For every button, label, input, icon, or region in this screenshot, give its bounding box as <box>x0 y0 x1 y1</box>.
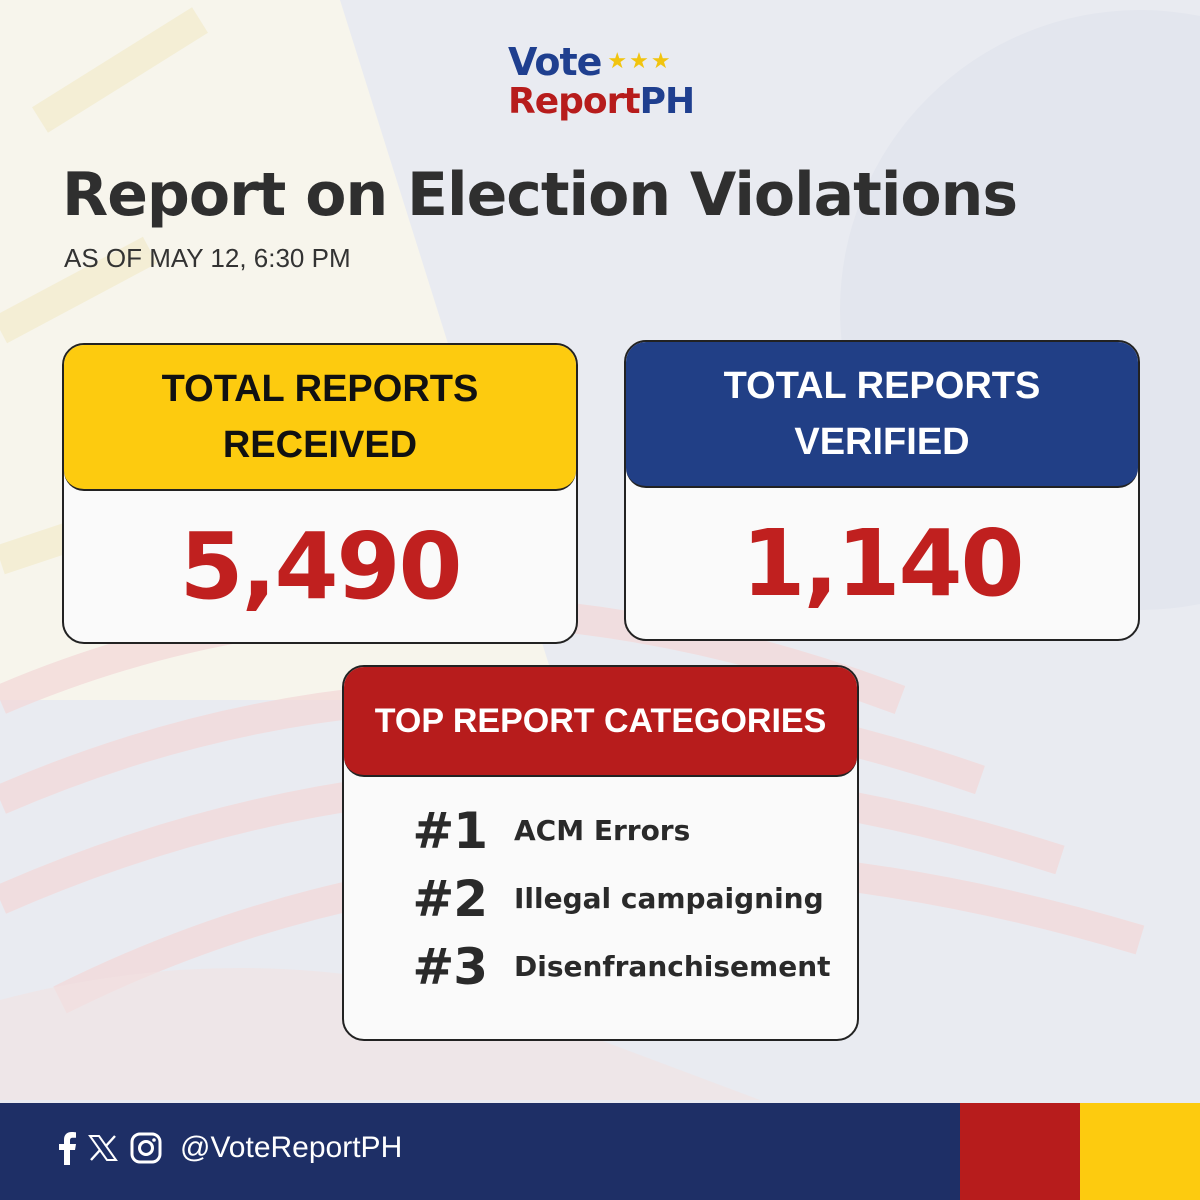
footer-yellow-stripe <box>1080 1103 1200 1200</box>
page-subtitle: AS OF MAY 12, 6:30 PM <box>64 243 351 273</box>
category-rank: #2 <box>412 870 488 928</box>
facebook-icon[interactable] <box>58 1131 76 1165</box>
total-verified-header: TOTAL REPORTS VERIFIED <box>626 342 1138 488</box>
top-categories-header: TOP REPORT CATEGORIES <box>344 667 857 777</box>
total-verified-label-line2: VERIFIED <box>794 421 970 463</box>
total-received-header: TOTAL REPORTS RECEIVED <box>64 345 576 491</box>
category-label: Disenfranchisement <box>514 950 831 983</box>
total-verified-card: TOTAL REPORTS VERIFIED 1,140 <box>624 340 1140 641</box>
category-row: #1 ACM Errors <box>344 797 857 865</box>
logo-report: Report <box>508 81 641 122</box>
footer-bar: @VoteReportPH <box>0 1103 1200 1200</box>
page-title: Report on Election Violations <box>62 160 1018 230</box>
category-list: #1 ACM Errors #2 Illegal campaigning #3 … <box>344 797 857 1001</box>
logo-vote: Vote <box>508 40 602 84</box>
total-verified-label-line1: TOTAL REPORTS <box>723 365 1041 407</box>
instagram-icon[interactable] <box>130 1132 162 1164</box>
logo-stars: ★★★ <box>607 49 673 74</box>
logo-ph: PH <box>639 81 696 122</box>
total-received-card: TOTAL REPORTS RECEIVED 5,490 <box>62 343 578 644</box>
top-categories-card: TOP REPORT CATEGORIES #1 ACM Errors #2 I… <box>342 665 859 1041</box>
category-row: #3 Disenfranchisement <box>344 933 857 1001</box>
total-verified-value: 1,140 <box>741 510 1024 617</box>
total-received-label-line2: RECEIVED <box>222 424 418 466</box>
category-rank: #3 <box>412 938 488 996</box>
total-received-label-line1: TOTAL REPORTS <box>161 368 479 410</box>
x-icon[interactable] <box>88 1134 118 1162</box>
category-label: ACM Errors <box>514 814 691 847</box>
category-label: Illegal campaigning <box>514 882 824 915</box>
total-received-value: 5,490 <box>179 513 462 620</box>
social-handle[interactable]: @VoteReportPH <box>180 1131 403 1164</box>
social-links: @VoteReportPH <box>58 1131 402 1165</box>
category-row: #2 Illegal campaigning <box>344 865 857 933</box>
category-rank: #1 <box>412 802 488 860</box>
brand-logo: Vote ★★★ ReportPH <box>508 40 696 122</box>
footer-red-stripe <box>960 1103 1080 1200</box>
